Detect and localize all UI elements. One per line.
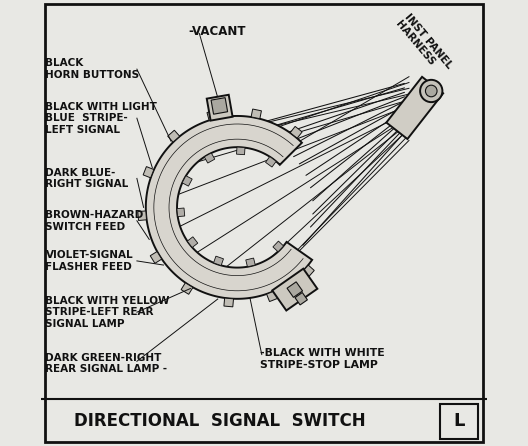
Polygon shape (182, 176, 192, 186)
Polygon shape (204, 153, 215, 163)
Polygon shape (211, 98, 228, 114)
Text: BROWN-HAZARD
SWITCH FEED: BROWN-HAZARD SWITCH FEED (45, 210, 144, 231)
Polygon shape (224, 298, 233, 307)
Polygon shape (267, 291, 278, 301)
Polygon shape (273, 241, 284, 252)
Polygon shape (266, 157, 276, 167)
Text: DIRECTIONAL  SIGNAL  SWITCH: DIRECTIONAL SIGNAL SWITCH (73, 413, 365, 430)
Polygon shape (290, 126, 302, 138)
Polygon shape (272, 268, 317, 310)
Polygon shape (150, 252, 162, 263)
Text: DARK GREEΝ-RIGHT
REAR SIGNAL LAMP -: DARK GREEΝ-RIGHT REAR SIGNAL LAMP - (45, 353, 167, 374)
Text: BLACK WITH LIGHT
BLUE  STRIPE-
LEFT SIGNAL: BLACK WITH LIGHT BLUE STRIPE- LEFT SIGNA… (45, 102, 157, 135)
Text: BLACK WITH YELLOW
STRIPE-LEFT REAR
SIGNAL LAMP: BLACK WITH YELLOW STRIPE-LEFT REAR SIGNA… (45, 296, 170, 329)
Text: INST PANEL
HARNESS: INST PANEL HARNESS (393, 12, 454, 78)
Polygon shape (138, 211, 147, 220)
Polygon shape (213, 256, 223, 265)
Polygon shape (181, 283, 193, 294)
Circle shape (420, 80, 442, 102)
Polygon shape (177, 208, 185, 217)
Polygon shape (207, 95, 232, 120)
Polygon shape (295, 293, 307, 305)
Text: VIOLET-SIGNAL
FLASHER FEED: VIOLET-SIGNAL FLASHER FEED (45, 250, 133, 272)
Polygon shape (168, 130, 180, 142)
Polygon shape (207, 110, 218, 120)
Polygon shape (251, 109, 261, 119)
Text: L: L (453, 412, 465, 430)
Circle shape (426, 85, 437, 97)
FancyBboxPatch shape (440, 404, 478, 439)
Polygon shape (143, 167, 154, 178)
Polygon shape (146, 116, 312, 299)
Polygon shape (237, 147, 245, 155)
Polygon shape (287, 282, 303, 297)
Polygon shape (386, 77, 443, 139)
Polygon shape (187, 237, 198, 248)
Text: -VACANT: -VACANT (188, 25, 246, 38)
Polygon shape (303, 265, 314, 277)
Text: BLACK
HORN BUTTONS: BLACK HORN BUTTONS (45, 58, 139, 80)
Text: -BLACK WITH WHITE
STRIPE-STOP LAMP: -BLACK WITH WHITE STRIPE-STOP LAMP (260, 348, 384, 370)
Polygon shape (246, 258, 255, 267)
Text: DARK BLUE-
RIGHT SIGNAL: DARK BLUE- RIGHT SIGNAL (45, 168, 129, 189)
